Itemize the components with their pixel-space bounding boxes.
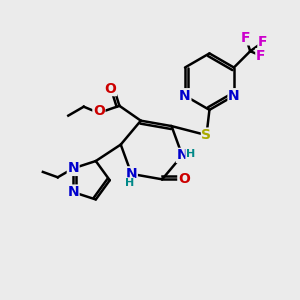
Text: N: N — [228, 89, 240, 103]
Text: H: H — [125, 178, 135, 188]
Text: N: N — [68, 185, 79, 199]
Text: N: N — [179, 89, 191, 103]
Text: N: N — [176, 148, 188, 162]
Text: N: N — [68, 161, 79, 176]
Text: H: H — [186, 149, 195, 159]
Text: F: F — [241, 31, 250, 45]
Text: F: F — [256, 49, 266, 63]
Text: O: O — [105, 82, 116, 96]
Text: S: S — [202, 128, 212, 142]
Text: O: O — [93, 104, 105, 118]
Text: F: F — [258, 35, 268, 49]
Text: O: O — [178, 172, 190, 186]
Text: N: N — [126, 167, 137, 181]
